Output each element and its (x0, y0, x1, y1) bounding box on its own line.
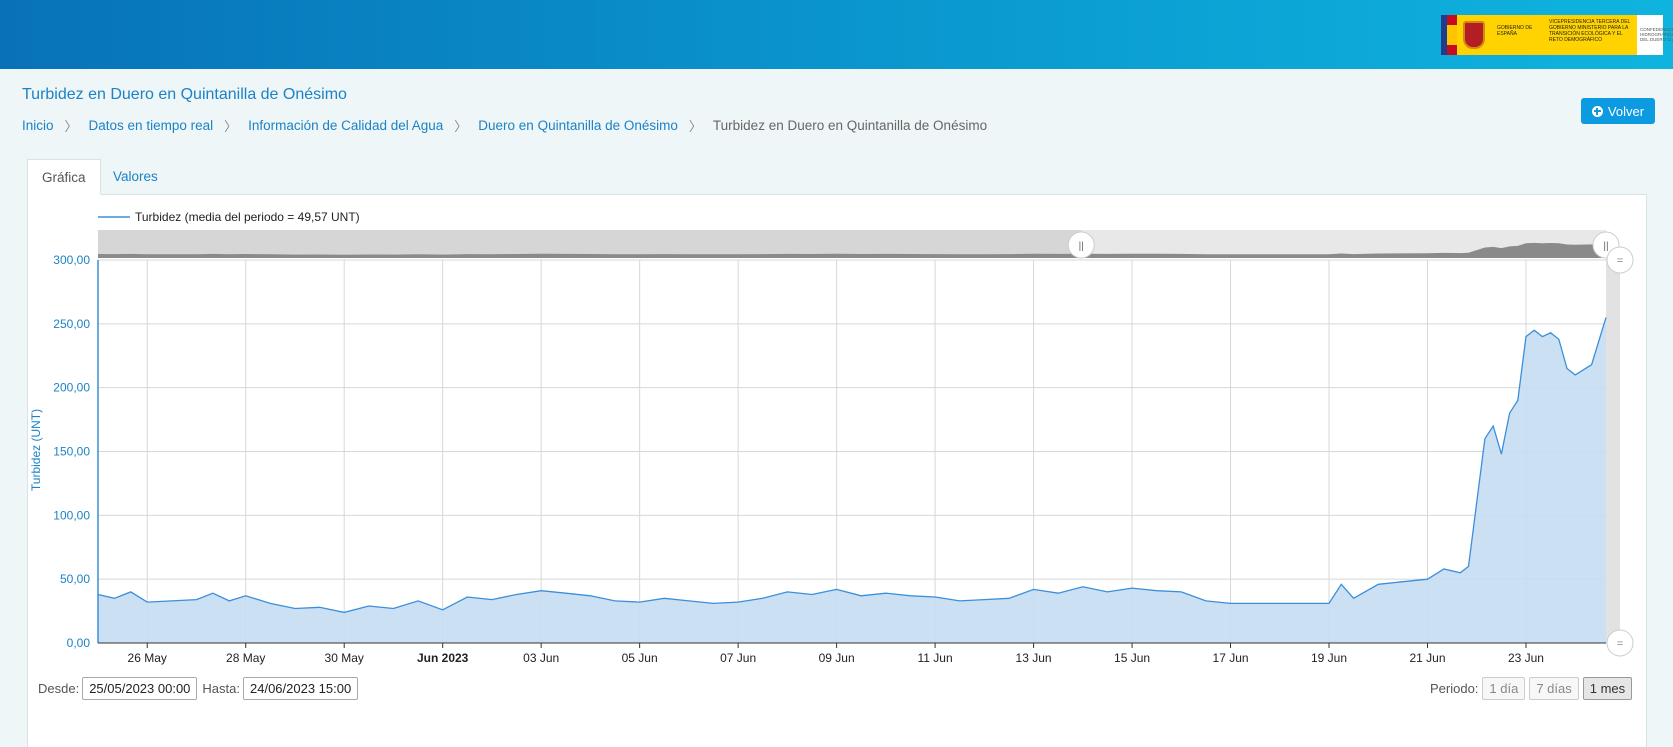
y-tick-label: 150,00 (53, 445, 90, 459)
period-1-dia-button[interactable]: 1 día (1482, 677, 1526, 700)
x-tick-label: 07 Jun (720, 651, 756, 665)
breadcrumb-estacion[interactable]: Duero en Quintanilla de Onésimo (478, 118, 678, 133)
chevron-right-icon: 〉 (224, 119, 238, 134)
y-tick-label: 50,00 (60, 572, 90, 586)
plus-circle-icon (1591, 105, 1603, 117)
x-tick-label: 17 Jun (1213, 651, 1249, 665)
breadcrumb: Inicio 〉 Datos en tiempo real 〉 Informac… (22, 116, 987, 135)
breadcrumb-current: Turbidez en Duero en Quintanilla de Onés… (712, 118, 988, 133)
y-tick-label: 200,00 (53, 381, 90, 395)
navigator-series (98, 242, 1606, 258)
back-button-label: Volver (1607, 103, 1645, 119)
hasta-label: Hasta: (202, 681, 240, 696)
navigator-handle-grip-icon: || (1603, 241, 1608, 252)
scrollbar-grip-icon: = (1617, 255, 1623, 267)
desde-label: Desde: (38, 681, 80, 696)
x-tick-label: 11 Jun (918, 651, 953, 665)
desde-input[interactable]: 25/05/2023 00:00 (82, 677, 198, 700)
x-tick-label: 19 Jun (1311, 651, 1347, 665)
x-tick-label: 13 Jun (1016, 651, 1052, 665)
y-tick-label: 300,00 (53, 253, 90, 267)
navigator-handle-left[interactable] (1067, 231, 1095, 259)
x-tick-label: 03 Jun (523, 651, 559, 665)
period-1-mes-button[interactable]: 1 mes (1582, 677, 1633, 700)
chevron-right-icon: 〉 (454, 119, 468, 134)
y-axis-title: Turbidez (UNT) (29, 409, 43, 491)
page-title: Turbidez en Duero en Quintanilla de Onés… (22, 86, 347, 103)
x-tick-label: 23 Jun (1508, 651, 1544, 665)
series-area-turbidez (98, 317, 1606, 643)
scrollbar-grip-icon: = (1617, 638, 1623, 650)
breadcrumb-inicio[interactable]: Inicio (22, 118, 54, 133)
x-tick-label: Jun 2023 (417, 651, 469, 665)
coat-of-arms-icon (1463, 21, 1485, 49)
periodo-label: Periodo: (1430, 681, 1479, 696)
hasta-input[interactable]: 24/06/2023 15:00 (243, 677, 359, 700)
x-tick-label: 15 Jun (1114, 651, 1150, 665)
x-tick-label: 30 May (325, 651, 364, 665)
breadcrumb-datos-tiempo-real[interactable]: Datos en tiempo real (88, 118, 214, 133)
x-tick-label: 26 May (128, 651, 167, 665)
scrollbar-track (1606, 258, 1620, 643)
tab-valores[interactable]: Valores (113, 169, 158, 184)
logo-text-gobierno: GOBIERNO DE ESPAÑA (1497, 25, 1533, 37)
date-range-controls: Desde: 25/05/2023 00:00 Hasta: 24/06/202… (38, 677, 363, 700)
x-tick-label: 28 May (226, 651, 265, 665)
scrollbar-handle-top[interactable] (1606, 246, 1634, 274)
y-tick-label: 0,00 (67, 636, 91, 650)
x-tick-label: 05 Jun (622, 651, 658, 665)
series-line-turbidez (97, 317, 1607, 614)
y-tick-label: 250,00 (53, 317, 90, 331)
government-logo: GOBIERNO DE ESPAÑA VICEPRESIDENCIA TERCE… (1441, 15, 1673, 55)
period-selector: Periodo: 1 día 7 días 1 mes (1430, 677, 1633, 700)
top-banner: GOBIERNO DE ESPAÑA VICEPRESIDENCIA TERCE… (0, 0, 1673, 69)
x-tick-label: 09 Jun (819, 651, 855, 665)
back-button[interactable]: Volver (1581, 98, 1655, 124)
scrollbar-handle-bottom[interactable] (1606, 629, 1634, 657)
navigator-handle-grip-icon: || (1079, 241, 1084, 252)
logo-text-ministerio: VICEPRESIDENCIA TERCERA DEL GOBIERNO MIN… (1549, 19, 1631, 43)
y-tick-label: 100,00 (53, 508, 90, 522)
chevron-right-icon: 〉 (64, 119, 78, 134)
tab-grafica[interactable]: Gráfica (27, 159, 101, 195)
breadcrumb-calidad-agua[interactable]: Información de Calidad del Agua (248, 118, 444, 133)
x-tick-label: 21 Jun (1409, 651, 1445, 665)
logo-text-chd: CONFEDERACIÓN HIDROGRÁFICA DEL DUERO O.A… (1640, 27, 1673, 42)
chevron-right-icon: 〉 (688, 119, 702, 134)
legend-label: Turbidez (media del periodo = 49,57 UNT) (135, 210, 360, 224)
period-7-dias-button[interactable]: 7 días (1529, 677, 1579, 700)
spain-flag-icon (1441, 15, 1457, 55)
